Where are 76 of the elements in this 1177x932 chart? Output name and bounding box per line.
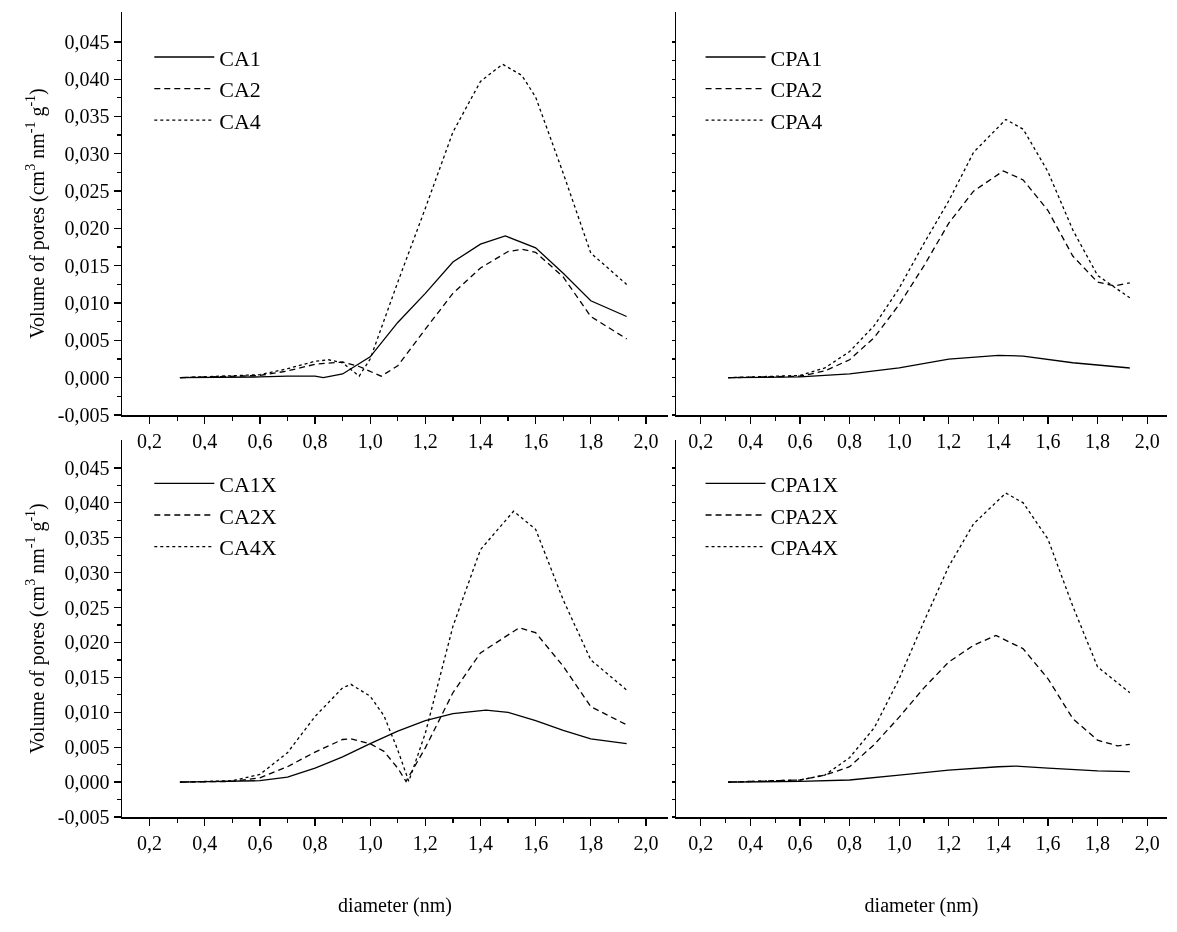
y-tick-label: 0,040 xyxy=(64,68,110,91)
x-tick-label: 1,8 xyxy=(1085,831,1111,854)
x-tick-label: 1,4 xyxy=(467,429,493,452)
legend-label: CPA1 xyxy=(770,45,823,71)
y-tick-label: 0,015 xyxy=(64,254,110,277)
y-tick-label: 0,035 xyxy=(64,526,110,549)
x-axis-title: diameter (nm) xyxy=(338,893,452,917)
x-tick-label: 0,6 xyxy=(787,429,813,452)
x-tick-label: 0,4 xyxy=(192,429,218,452)
y-tick-label: 0,020 xyxy=(64,631,110,654)
x-tick-label: 0,8 xyxy=(837,831,863,854)
x-tick-label: 1,0 xyxy=(886,429,912,452)
x-tick-label: 1,2 xyxy=(936,831,962,854)
y-tick-label: 0,005 xyxy=(64,329,110,352)
x-tick-label: 0,4 xyxy=(192,831,218,854)
x-tick-label: 1,8 xyxy=(1085,429,1111,452)
x-tick-label: 1,4 xyxy=(985,429,1011,452)
x-tick-label: 0,4 xyxy=(737,831,763,854)
y-tick-label: 0,045 xyxy=(64,456,110,479)
y-tick-label: 0,045 xyxy=(64,30,110,53)
y-tick-label: 0,000 xyxy=(64,771,110,794)
y-tick-label: 0,010 xyxy=(64,701,110,724)
x-tick-label: 2,0 xyxy=(1134,429,1160,452)
x-tick-label: 1,4 xyxy=(985,831,1011,854)
x-tick-label: 0,4 xyxy=(737,429,763,452)
legend-label: CA2 xyxy=(219,77,261,103)
y-tick-label: 0,040 xyxy=(64,491,110,514)
y-tick-label: 0,030 xyxy=(64,142,110,165)
y-tick-label: 0,020 xyxy=(64,217,110,240)
x-tick-label: 1,8 xyxy=(578,831,604,854)
x-tick-label: 1,2 xyxy=(412,429,438,452)
y-tick-label: 0,030 xyxy=(64,561,110,584)
x-tick-label: 1,6 xyxy=(523,831,549,854)
x-tick-label: 0,6 xyxy=(247,429,273,452)
legend-label: CPA2 xyxy=(770,77,823,103)
y-tick-label: 0,025 xyxy=(64,180,110,203)
legend-label: CPA2X xyxy=(770,503,839,529)
y-tick-label: 0,005 xyxy=(64,736,110,759)
x-tick-label: 0,6 xyxy=(787,831,813,854)
x-tick-label: 0,2 xyxy=(137,831,163,854)
x-tick-label: 1,8 xyxy=(578,429,604,452)
legend-label: CPA4 xyxy=(770,108,823,134)
x-tick-label: 2,0 xyxy=(1134,831,1160,854)
x-tick-label: 0,8 xyxy=(837,429,863,452)
x-tick-label: 1,6 xyxy=(523,429,549,452)
x-tick-label: 1,0 xyxy=(357,831,383,854)
x-tick-label: 1,2 xyxy=(412,831,438,854)
y-tick-label: 0,025 xyxy=(64,596,110,619)
legend-label: CA4 xyxy=(219,108,261,134)
legend-label: CPA1X xyxy=(770,472,839,497)
x-tick-label: 0,8 xyxy=(302,429,328,452)
y-tick-label: 0,035 xyxy=(64,105,110,128)
y-tick-label: 0,010 xyxy=(64,292,110,315)
x-tick-label: 2,0 xyxy=(633,429,659,452)
y-tick-label: 0,015 xyxy=(64,666,110,689)
x-tick-label: 0,2 xyxy=(688,831,714,854)
x-tick-label: 0,2 xyxy=(688,429,714,452)
y-tick-label: 0,000 xyxy=(64,366,110,389)
legend-label: CA4X xyxy=(219,535,277,561)
legend-label: CA2X xyxy=(219,503,277,529)
legend-label: CA1X xyxy=(219,472,277,497)
y-tick-label: -0,005 xyxy=(57,404,110,426)
x-tick-label: 1,0 xyxy=(886,831,912,854)
x-tick-label: 1,6 xyxy=(1035,831,1061,854)
legend-label: CPA4X xyxy=(770,535,839,561)
x-tick-label: 1,0 xyxy=(357,429,383,452)
x-tick-label: 1,4 xyxy=(467,831,493,854)
x-tick-label: 1,6 xyxy=(1035,429,1061,452)
legend-label: CA1 xyxy=(219,45,261,71)
y-tick-label: -0,005 xyxy=(57,806,110,828)
x-tick-label: 1,2 xyxy=(936,429,962,452)
x-tick-label: 0,6 xyxy=(247,831,273,854)
x-tick-label: 0,2 xyxy=(137,429,163,452)
x-axis-title: diameter (nm) xyxy=(864,893,979,917)
x-tick-label: 2,0 xyxy=(633,831,659,854)
x-tick-label: 0,8 xyxy=(302,831,328,854)
